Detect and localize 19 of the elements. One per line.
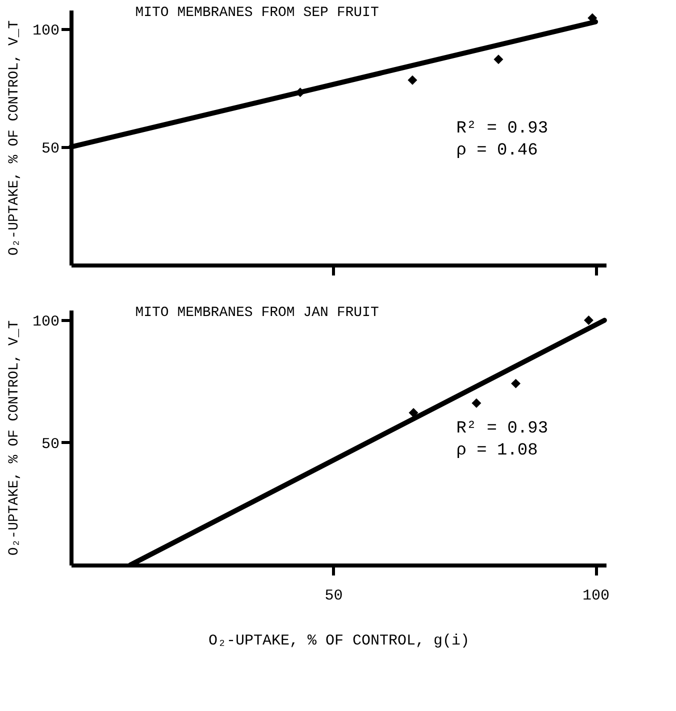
y-tick-label: 50 — [41, 436, 60, 453]
point — [584, 316, 594, 326]
chart-title: MITO MEMBRANES FROM JAN FRUIT — [135, 305, 379, 321]
point — [408, 75, 418, 85]
y-tick-label: 100 — [32, 22, 60, 40]
point — [408, 408, 418, 418]
annotation: ρ = 0.46 — [456, 141, 538, 160]
point — [494, 54, 504, 64]
chart-title: MITO MEMBRANES FROM SEP FRUIT — [135, 5, 379, 21]
annotation: R² = 0.93 — [456, 119, 548, 138]
point — [511, 378, 521, 388]
annotation: ρ = 1.08 — [456, 441, 538, 460]
y-axis-title: O₂-UPTAKE, % OF CONTROL, V_T — [6, 320, 22, 556]
x-axis-title: O₂-UPTAKE, % OF CONTROL, g(i) — [208, 632, 470, 650]
y-tick-label: 100 — [32, 313, 60, 330]
y-axis-title: O₂-UPTAKE, % OF CONTROL, V_T — [6, 20, 22, 256]
point — [472, 398, 482, 408]
annotation: R² = 0.93 — [456, 419, 548, 438]
y-tick-label: 50 — [41, 140, 60, 158]
